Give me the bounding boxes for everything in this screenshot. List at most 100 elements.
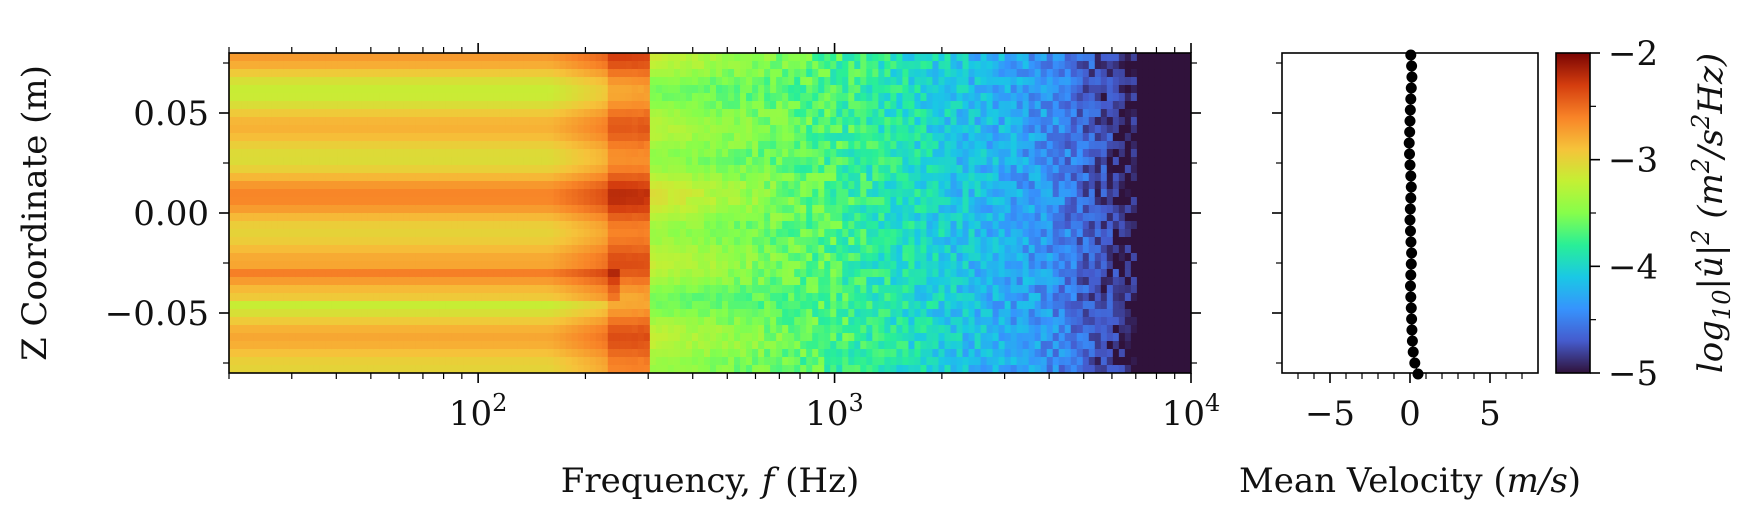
spectrogram-cell [451, 61, 459, 70]
spectrogram-cell [475, 325, 483, 334]
spectrogram-cell [601, 85, 609, 94]
spectrogram-cell [878, 333, 885, 342]
spectrogram-cell [914, 181, 922, 190]
spectrogram-cell [950, 149, 958, 158]
spectrogram-cell [355, 205, 362, 214]
spectrogram-cell [367, 365, 374, 373]
spectrogram-cell [848, 325, 855, 334]
spectrogram-cell [679, 61, 687, 70]
spectrogram-cell [481, 173, 489, 182]
spectrogram-cell [812, 365, 819, 373]
spectrogram-cell [613, 117, 621, 126]
spectrogram-cell [529, 221, 537, 230]
spectrogram-cell [577, 357, 585, 366]
spectrogram-cell [607, 77, 615, 86]
spectrogram-cell [697, 61, 705, 70]
spectrogram-cell [890, 293, 897, 302]
spectrogram-cell [445, 277, 453, 286]
spectrogram-cell [788, 181, 795, 190]
spectrogram-cell [307, 173, 314, 182]
spectrogram-cell [433, 173, 441, 182]
spectrogram-cell [896, 349, 903, 358]
spectrogram-cell [914, 61, 922, 70]
spectrogram-cell [710, 221, 717, 230]
spectrogram-cell [325, 245, 332, 254]
spectrogram-cell [842, 181, 849, 190]
spectrogram-cell [601, 109, 609, 118]
spectrogram-cell [770, 269, 777, 278]
spectrogram-cell [974, 245, 982, 254]
spectrogram-cell [355, 317, 362, 326]
spectrogram-cell [746, 189, 753, 198]
spectrogram-cell [932, 261, 940, 270]
spectrogram-cell [469, 93, 477, 102]
spectrogram-cell [301, 141, 308, 150]
spectrogram-cell [854, 133, 861, 142]
spectrogram-cell [301, 309, 308, 318]
spectrogram-cell [673, 109, 681, 118]
spectrogram-cell [697, 197, 705, 206]
spectrogram-cell [499, 365, 507, 373]
spectrogram-cell [271, 245, 278, 254]
spectrogram-cell [271, 173, 278, 182]
spectrogram-cell [577, 69, 585, 78]
spectrogram-cell [860, 117, 867, 126]
spectrogram-cell [541, 253, 549, 262]
spectrogram-cell [457, 173, 465, 182]
spectrogram-cell [499, 125, 507, 134]
spectrogram-cell [794, 301, 801, 310]
spectrogram-cell [703, 253, 711, 262]
spectrogram-cell [685, 229, 693, 238]
spectrogram-cell [541, 173, 549, 182]
spectrogram-cell [475, 253, 483, 262]
spectrogram-cell [655, 165, 663, 174]
spectrogram-cell [373, 125, 380, 134]
spectrogram-cell [445, 333, 453, 342]
spectrogram-cell [896, 157, 903, 166]
spectrogram-cell [517, 277, 525, 286]
spectrogram-cell [625, 245, 633, 254]
spectrogram-cell [343, 229, 350, 238]
spectrogram-cell [944, 197, 952, 206]
spectrogram-cell [337, 365, 344, 373]
spectrogram-cell [830, 333, 837, 342]
spectrogram-cell [457, 285, 465, 294]
spectrogram-cell [866, 277, 873, 286]
spectrogram-cell [710, 357, 717, 366]
spectrogram-cell [283, 85, 290, 94]
spectrogram-cell [259, 85, 266, 94]
spectrogram-cell [415, 269, 422, 278]
spectrogram-cell [613, 253, 621, 262]
spectrogram-cell [866, 141, 873, 150]
spectrogram-cell [451, 293, 459, 302]
spectrogram-cell [938, 341, 946, 350]
spectrogram-cell [752, 189, 759, 198]
spectrogram-cell [553, 213, 561, 222]
spectrogram-cell [277, 141, 284, 150]
spectrogram-cell [643, 213, 651, 222]
spectrogram-cell [367, 309, 374, 318]
spectrogram-cell [848, 69, 855, 78]
spectrogram-cell [421, 149, 429, 158]
spectrogram-cell [776, 173, 783, 182]
spectrogram-cell [613, 261, 621, 270]
spectrogram-cell [764, 125, 771, 134]
spectrogram-cell [788, 125, 795, 134]
spectrogram-cell [776, 165, 783, 174]
spectrogram-cell [505, 365, 513, 373]
spectrogram-cell [577, 333, 585, 342]
spectrogram-cell [655, 301, 663, 310]
spectrogram-cell [872, 277, 879, 286]
spectrogram-cell [463, 213, 471, 222]
spectrogram-cell [535, 101, 543, 110]
spectrogram-cell [950, 85, 958, 94]
spectrogram-cell [577, 133, 585, 142]
spectrogram-cell [824, 69, 831, 78]
spectrogram-cell [463, 101, 471, 110]
spectrogram-cell [541, 277, 549, 286]
spectrogram-cell [944, 229, 952, 238]
spectrogram-cell [601, 229, 609, 238]
spectrogram-cell [613, 61, 621, 70]
spectrogram-cell [463, 85, 471, 94]
spectrogram-cell [740, 261, 747, 270]
